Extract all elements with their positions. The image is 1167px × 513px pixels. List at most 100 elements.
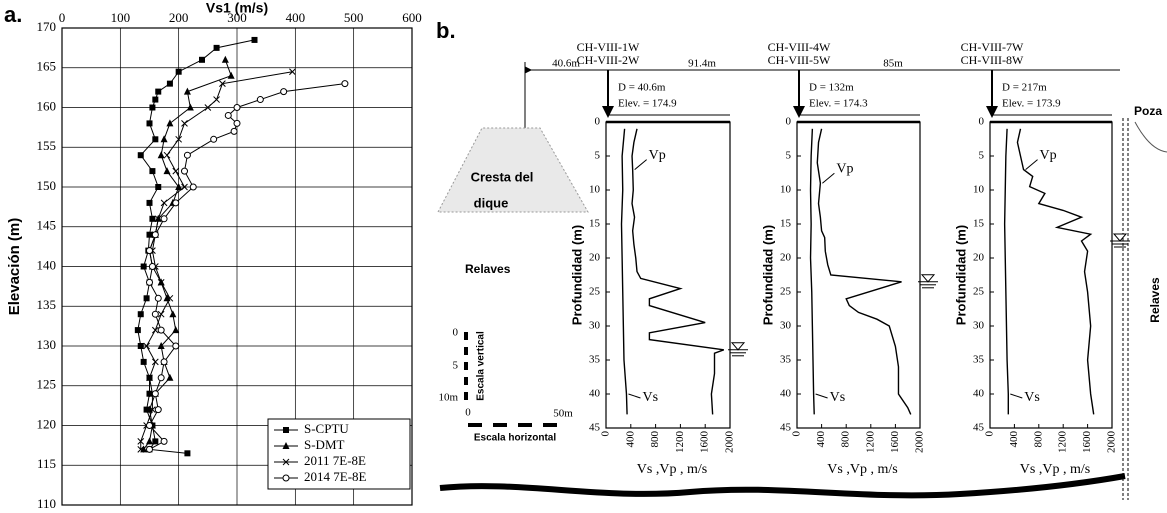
x-tick-label: 1200 bbox=[1057, 431, 1069, 454]
marker bbox=[341, 80, 349, 88]
marker bbox=[169, 310, 177, 318]
y-tick-label: 145 bbox=[37, 218, 57, 233]
marker bbox=[146, 437, 153, 445]
arrow bbox=[524, 66, 533, 74]
well-arrowhead bbox=[602, 106, 614, 118]
y-tick-label: 5 bbox=[595, 150, 601, 162]
y-axis-title: Profundidad (m) bbox=[953, 225, 968, 325]
well-label: CH-VIII-4W bbox=[768, 40, 831, 54]
marker-stroke bbox=[137, 445, 145, 453]
scale-label: 5 bbox=[453, 360, 459, 372]
marker bbox=[160, 358, 168, 366]
marker bbox=[149, 168, 156, 175]
label-leader bbox=[822, 172, 835, 184]
marker bbox=[146, 390, 153, 397]
elevation-label: Elev. = 173.9 bbox=[1002, 98, 1061, 110]
spacing-label: 85m bbox=[883, 58, 903, 70]
marker-stroke bbox=[181, 120, 188, 127]
marker bbox=[166, 80, 173, 87]
x-tick-label: 2000 bbox=[914, 431, 926, 454]
legend-label: S-CPTU bbox=[304, 421, 349, 436]
y-tick-label: 25 bbox=[780, 286, 792, 298]
y-tick-label: 45 bbox=[589, 422, 601, 434]
well-label: CH-VIII-8W bbox=[961, 53, 1024, 67]
marker-stroke bbox=[151, 326, 159, 334]
marker bbox=[221, 55, 229, 63]
marker-stroke bbox=[181, 183, 188, 191]
y-tick-label: 30 bbox=[973, 320, 985, 332]
y-tick-label: 165 bbox=[37, 59, 57, 74]
y-tick-label: 35 bbox=[589, 354, 601, 366]
marker bbox=[230, 127, 238, 135]
series-line bbox=[631, 128, 725, 415]
water-table-symbol bbox=[730, 342, 746, 351]
marker bbox=[149, 215, 156, 222]
y-tick-label: 10 bbox=[973, 184, 985, 196]
x-tick-label: 0 bbox=[984, 431, 996, 437]
y-tick-label: 0 bbox=[786, 116, 792, 128]
marker bbox=[154, 406, 162, 414]
tailings-label: Relaves bbox=[1148, 277, 1162, 323]
x-tick-label: 800 bbox=[649, 431, 661, 448]
x-tick-label: 0 bbox=[791, 431, 803, 437]
elevation-label: Elev. = 174.3 bbox=[809, 98, 868, 110]
marker bbox=[146, 445, 153, 453]
y-tick-label: 120 bbox=[37, 416, 57, 431]
scale-title: Escala horizontal bbox=[474, 433, 556, 444]
marker bbox=[157, 310, 165, 318]
marker bbox=[233, 104, 241, 111]
marker bbox=[155, 184, 162, 190]
marker-stroke bbox=[154, 215, 162, 223]
x-tick-label: 500 bbox=[344, 10, 364, 25]
series-line bbox=[809, 128, 815, 415]
series-line bbox=[140, 71, 293, 450]
marker bbox=[183, 151, 191, 159]
scale-title: Escala vertical bbox=[476, 331, 487, 401]
plot-frame bbox=[61, 27, 413, 506]
well-label: CH-VIII-1W bbox=[577, 40, 640, 54]
marker bbox=[219, 80, 226, 88]
marker bbox=[166, 373, 174, 381]
marker bbox=[283, 427, 289, 433]
marker bbox=[233, 119, 241, 127]
scale-label: 0 bbox=[453, 327, 459, 339]
series-label: Vp bbox=[836, 161, 853, 176]
x-axis-title: Vs1 (m/s) bbox=[206, 0, 268, 16]
legend-box bbox=[267, 418, 411, 490]
marker-stroke bbox=[219, 80, 226, 88]
scale-label: 10m bbox=[438, 392, 458, 404]
marker bbox=[151, 390, 159, 398]
marker bbox=[163, 151, 171, 159]
marker bbox=[143, 295, 150, 302]
plot-frame bbox=[605, 121, 731, 429]
x-tick-label: 1600 bbox=[699, 431, 711, 454]
y-tick-label: 35 bbox=[973, 354, 985, 366]
scale-label: 0 bbox=[465, 407, 471, 419]
marker bbox=[282, 442, 290, 449]
marker bbox=[183, 87, 191, 95]
marker-stroke bbox=[137, 438, 145, 445]
y-tick-label: 20 bbox=[589, 252, 601, 264]
series-label: Vp bbox=[1040, 148, 1057, 163]
y-tick-label: 135 bbox=[37, 297, 57, 312]
y-tick-label: 40 bbox=[589, 388, 601, 400]
y-tick-label: 170 bbox=[37, 19, 57, 34]
elevation-label: Elev. = 174.9 bbox=[618, 98, 677, 110]
label-leader bbox=[634, 159, 647, 170]
marker bbox=[166, 294, 174, 302]
marker bbox=[163, 167, 171, 175]
y-tick-label: 5 bbox=[979, 150, 985, 162]
marker-stroke bbox=[149, 406, 156, 413]
x-tick-label: 400 bbox=[624, 431, 636, 448]
y-tick-label: 0 bbox=[979, 116, 985, 128]
marker bbox=[282, 458, 290, 466]
series-label: Vs bbox=[642, 390, 658, 405]
marker bbox=[184, 450, 191, 457]
marker bbox=[289, 68, 296, 76]
marker bbox=[256, 96, 264, 104]
spacing-label: 40.6m bbox=[552, 58, 580, 70]
x-tick-label: 400 bbox=[286, 10, 306, 25]
label-leader bbox=[1010, 393, 1023, 399]
label-leader bbox=[628, 393, 641, 399]
